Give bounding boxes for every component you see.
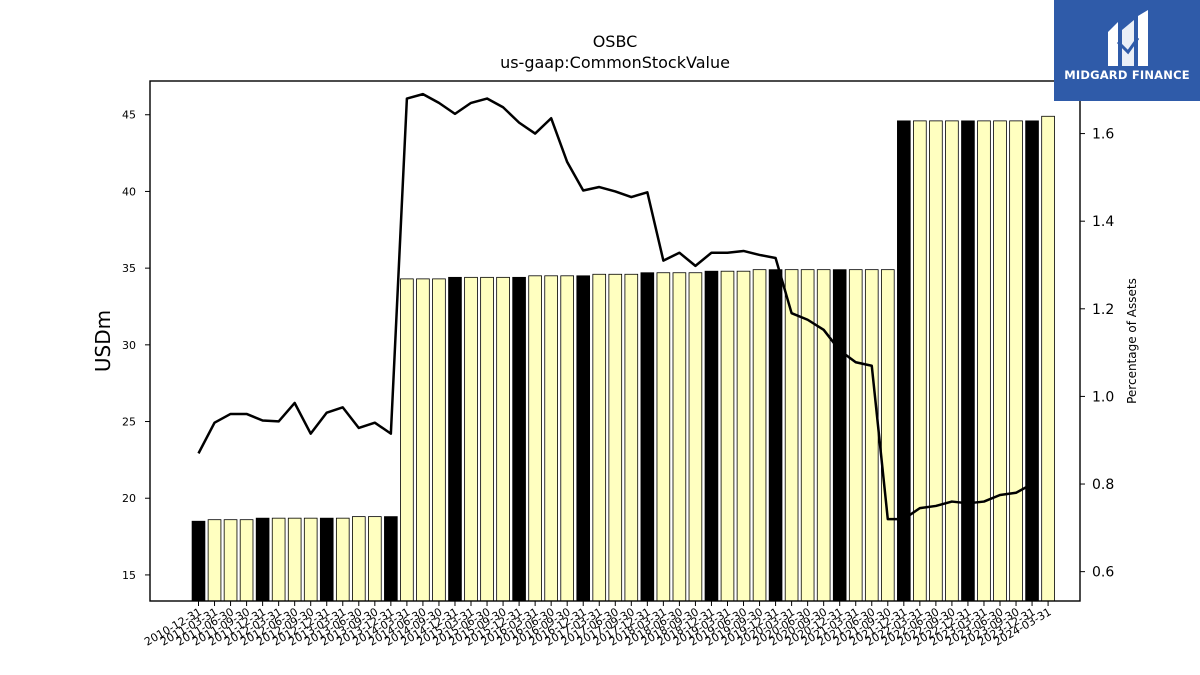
bar xyxy=(784,269,799,602)
bar xyxy=(848,269,863,602)
y-tick-label: 20 xyxy=(122,492,136,505)
right-axis: 0.6 0.8 1.0 1.2 1.4 1.6 xyxy=(1080,127,1114,581)
bar xyxy=(945,120,959,602)
bar xyxy=(592,273,607,602)
bar xyxy=(351,516,366,602)
y2-tick-label: 1.0 xyxy=(1092,389,1114,405)
bar xyxy=(1009,120,1023,602)
bar xyxy=(271,517,286,602)
y-tick-label: 35 xyxy=(122,262,136,275)
bar-series xyxy=(191,115,1055,602)
bar xyxy=(768,269,783,602)
line-series xyxy=(197,92,1033,521)
bar xyxy=(384,516,398,602)
bar xyxy=(864,269,879,602)
y-tick-label: 25 xyxy=(122,416,136,429)
bar xyxy=(672,272,687,602)
midgard-logo-mark-icon xyxy=(1108,10,1148,66)
bar xyxy=(688,272,703,602)
bar xyxy=(464,276,478,602)
bar xyxy=(287,517,302,602)
bar xyxy=(560,275,574,602)
bar xyxy=(319,517,334,602)
bar xyxy=(335,517,350,602)
bar xyxy=(720,270,735,602)
bar xyxy=(961,120,975,602)
logo-text: MIDGARD FINANCE xyxy=(1064,68,1190,82)
bar xyxy=(400,278,414,602)
bar xyxy=(207,519,222,602)
bar xyxy=(191,520,206,602)
bar xyxy=(832,269,847,602)
bar xyxy=(1025,120,1039,602)
y2-axis-label: Percentage of Assets xyxy=(1125,278,1139,404)
bar xyxy=(528,275,542,602)
y-tick-label: 15 xyxy=(122,569,136,582)
brand-logo: MIDGARD FINANCE xyxy=(1054,0,1200,101)
bar xyxy=(704,270,719,602)
y2-tick-label: 1.4 xyxy=(1092,214,1114,230)
left-axis: 15 20 25 30 35 40 45 xyxy=(122,109,150,582)
bar xyxy=(255,517,270,602)
bar xyxy=(656,272,671,602)
bar xyxy=(640,272,655,602)
series-line xyxy=(197,92,1033,521)
bar xyxy=(913,120,927,602)
y2-tick-label: 1.2 xyxy=(1092,302,1114,318)
bar xyxy=(480,276,494,602)
bar xyxy=(608,273,623,602)
bar xyxy=(368,516,382,602)
bar xyxy=(1041,115,1055,602)
bar xyxy=(624,273,639,602)
bar xyxy=(416,278,430,602)
bar xyxy=(223,519,238,602)
chart-subtitle: us-gaap:CommonStockValue xyxy=(500,53,730,72)
bar xyxy=(496,276,510,602)
bar xyxy=(303,517,318,602)
bar xyxy=(752,269,767,602)
y2-tick-label: 0.6 xyxy=(1092,565,1114,581)
y2-tick-label: 0.8 xyxy=(1092,477,1114,493)
bar xyxy=(432,278,446,602)
chart-title: OSBC xyxy=(592,32,638,51)
bar xyxy=(993,120,1007,602)
y-tick-label: 30 xyxy=(122,339,136,352)
y-tick-label: 40 xyxy=(122,185,136,198)
x-axis: 2010-12-312011-03-312011-06-302011-09-30… xyxy=(142,601,1054,649)
bar xyxy=(897,120,911,602)
y2-tick-label: 1.6 xyxy=(1092,127,1114,143)
bar xyxy=(448,276,462,602)
bar xyxy=(544,275,558,602)
bar xyxy=(977,120,991,602)
bar xyxy=(880,269,895,602)
y-tick-label: 45 xyxy=(122,109,136,122)
bar xyxy=(239,519,254,602)
bar xyxy=(512,276,526,602)
bar xyxy=(816,269,831,602)
y-axis-label: USDm xyxy=(91,310,115,372)
bar xyxy=(929,120,943,602)
bar xyxy=(576,275,591,602)
bar xyxy=(736,270,751,602)
